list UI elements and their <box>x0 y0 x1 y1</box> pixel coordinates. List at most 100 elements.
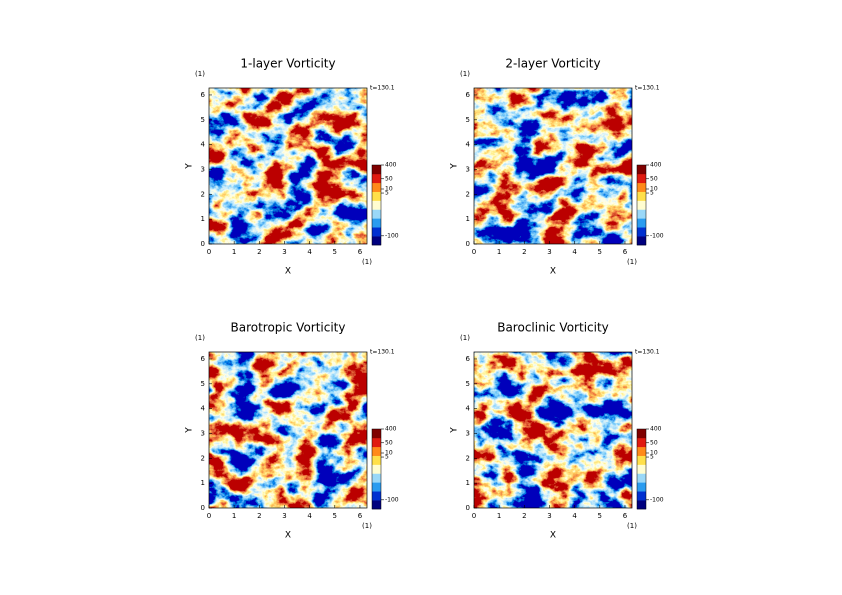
colorbar-swatch <box>372 209 381 219</box>
y-tick-label: 4 <box>201 141 206 149</box>
colorbar-swatch <box>637 191 646 201</box>
x-unit: (1) <box>362 258 372 266</box>
x-unit: (1) <box>627 522 637 530</box>
time-label: t=130.1 <box>370 85 395 92</box>
y-unit: (1) <box>195 70 205 78</box>
colorbar-swatch <box>372 200 381 210</box>
y-tick-label: 5 <box>466 116 470 124</box>
y-tick-label: 6 <box>201 355 206 363</box>
colorbar-swatch <box>372 182 381 192</box>
x-tick-label: 6 <box>623 248 628 256</box>
colorbar-swatch <box>372 446 381 456</box>
x-tick-label: 2 <box>257 248 261 256</box>
x-tick-label: 3 <box>282 248 286 256</box>
x-tick-label: 2 <box>522 512 526 520</box>
colorbar-swatch <box>372 173 381 184</box>
colorbar-swatch <box>637 446 646 456</box>
y-tick-label: 1 <box>466 215 470 223</box>
x-tick-label: 5 <box>333 248 337 256</box>
time-label: t=130.1 <box>370 349 395 356</box>
time-label: t=130.1 <box>635 85 660 92</box>
y-tick-label: 4 <box>201 405 206 413</box>
x-tick-label: 3 <box>282 512 286 520</box>
x-axis-label: X <box>285 267 291 277</box>
colorbar-swatch <box>372 500 381 510</box>
x-unit: (1) <box>627 258 637 266</box>
colorbar-tick-label: 5 <box>650 454 654 461</box>
colorbar-swatch <box>372 236 381 246</box>
colorbar-swatch <box>372 191 381 201</box>
y-tick-label: 1 <box>201 479 205 487</box>
x-tick-label: 5 <box>333 512 337 520</box>
x-tick-label: 3 <box>547 248 551 256</box>
y-tick-label: 2 <box>466 190 470 198</box>
colorbar-frame <box>636 164 647 246</box>
y-tick-label: 2 <box>466 454 470 462</box>
y-tick-label: 5 <box>201 380 205 388</box>
x-tick-label: 5 <box>598 512 602 520</box>
colorbar-swatch <box>372 464 381 474</box>
colorbar-swatch <box>637 491 646 501</box>
x-tick-label: 3 <box>547 512 551 520</box>
y-tick-label: 4 <box>466 141 471 149</box>
y-tick-label: 6 <box>466 355 471 363</box>
panel: Baroclinic Vorticity (1) (1) t=130.1 X Y 0 1 2 3 4… <box>450 321 664 541</box>
y-tick-label: 3 <box>466 429 470 437</box>
y-tick-label: 0 <box>201 240 205 248</box>
colorbar-swatch <box>637 437 646 448</box>
colorbar-swatch <box>637 464 646 474</box>
y-tick-label: 4 <box>466 405 471 413</box>
colorbar-tick-label: 5 <box>385 454 389 461</box>
y-tick-label: 1 <box>201 215 205 223</box>
y-axis-label: Y <box>450 427 460 434</box>
x-tick-label: 6 <box>358 248 363 256</box>
panel: 1-layer Vorticity (1) (1) t=130.1 X Y 0 1 2 3 4 5 6 0… <box>185 57 399 277</box>
colorbar-swatch <box>637 500 646 510</box>
x-tick-label: 1 <box>232 512 236 520</box>
colorbar-tick-label: 5 <box>385 190 389 197</box>
y-tick-label: 0 <box>466 504 470 512</box>
colorbar-swatch <box>372 227 381 237</box>
x-tick-label: 4 <box>307 248 312 256</box>
colorbar-swatch <box>372 482 381 492</box>
colorbar-frame <box>371 164 382 246</box>
colorbar-swatch <box>637 200 646 210</box>
y-tick-label: 1 <box>466 479 470 487</box>
colorbar-tick-label: -100 <box>650 496 664 503</box>
colorbar-swatch <box>372 165 381 175</box>
colorbar-swatch <box>372 491 381 501</box>
y-unit: (1) <box>460 70 470 78</box>
colorbar-tick-label: 10 <box>385 185 393 192</box>
colorbar-tick-label: 50 <box>385 439 393 446</box>
x-axis-label: X <box>285 531 291 541</box>
field <box>209 352 367 508</box>
colorbar-swatch <box>372 437 381 448</box>
time-label: t=130.1 <box>635 349 660 356</box>
y-tick-label: 5 <box>201 116 205 124</box>
y-unit: (1) <box>195 334 205 342</box>
colorbar-tick-label: 400 <box>650 426 662 433</box>
colorbar-tick-label: 10 <box>385 449 393 456</box>
y-tick-label: 5 <box>466 380 470 388</box>
y-tick-label: 0 <box>201 504 205 512</box>
panel-title: Barotropic Vorticity <box>230 321 345 335</box>
y-tick-label: 6 <box>466 91 471 99</box>
x-tick-label: 4 <box>307 512 312 520</box>
y-tick-label: 2 <box>201 190 205 198</box>
colorbar-tick-label: 400 <box>650 162 662 169</box>
colorbar-tick-label: 10 <box>650 449 658 456</box>
colorbar-swatch <box>637 473 646 483</box>
x-axis-label: X <box>550 267 556 277</box>
x-tick-label: 4 <box>572 248 577 256</box>
colorbar-tick-label: -100 <box>385 232 399 239</box>
x-tick-label: 4 <box>572 512 577 520</box>
y-tick-label: 6 <box>201 91 206 99</box>
plot-frame <box>473 87 633 245</box>
x-axis-label: X <box>550 531 556 541</box>
colorbar-swatch <box>637 209 646 219</box>
panel: Barotropic Vorticity (1) (1) t=130.1 X Y 0 1 2 3 4… <box>185 321 399 541</box>
y-tick-label: 3 <box>201 165 205 173</box>
colorbar-swatch <box>637 455 646 465</box>
colorbar-swatch <box>637 218 646 228</box>
